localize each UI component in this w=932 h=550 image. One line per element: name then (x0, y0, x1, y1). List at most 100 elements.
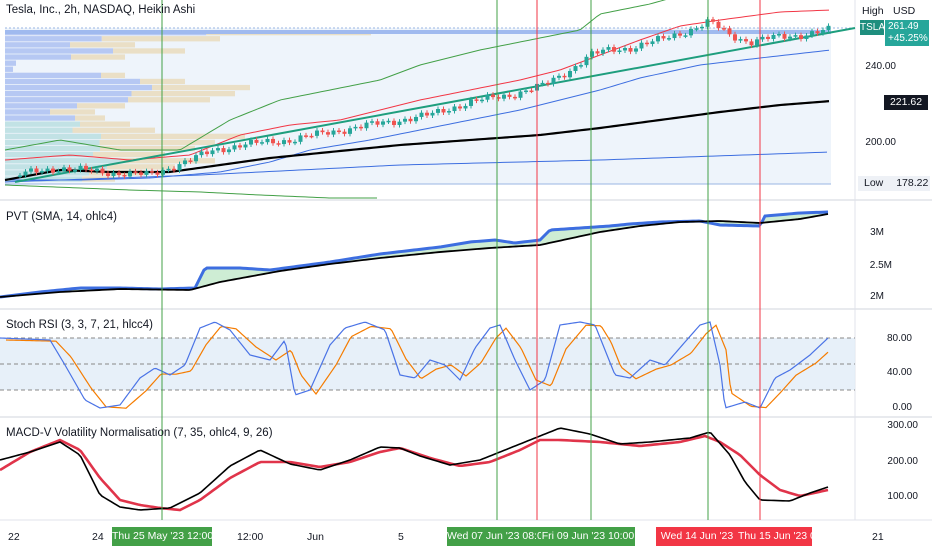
candle (276, 143, 281, 145)
candle (683, 35, 688, 37)
candle (766, 36, 770, 39)
candle (722, 28, 726, 30)
candle (667, 38, 671, 40)
candle (392, 120, 396, 125)
candle (370, 121, 374, 123)
candle (282, 140, 286, 145)
pvt-y-tick: 3M (870, 227, 884, 238)
candle (694, 28, 699, 30)
candle (161, 169, 165, 175)
x-tick: 24 (92, 531, 104, 543)
low-label: Low (864, 177, 884, 189)
candle (320, 130, 325, 133)
candle (463, 105, 468, 109)
candle (287, 140, 292, 143)
candle (507, 94, 512, 97)
macd-pane[interactable] (0, 427, 829, 512)
candle (199, 151, 204, 156)
time-highlight-label: Thu 15 Jun '23 08:00 (738, 527, 812, 546)
stoch-y-tick: 0.00 (892, 402, 912, 413)
candle (216, 148, 220, 151)
candle (469, 99, 473, 106)
candle (634, 48, 638, 52)
symbol-title[interactable]: Tesla, Inc., 2h, NASDAQ, Heikin Ashi (6, 4, 196, 16)
candle (678, 33, 682, 36)
candle (183, 160, 187, 165)
candle (485, 94, 490, 100)
candle (67, 167, 72, 171)
candle (760, 36, 765, 40)
candle (403, 118, 407, 122)
candle (144, 171, 149, 175)
candle (436, 109, 440, 113)
currency-label[interactable]: USD (893, 5, 916, 17)
high-label: High (862, 5, 884, 17)
candle (34, 168, 39, 173)
candle (84, 165, 88, 170)
candle (777, 34, 781, 36)
candle (414, 116, 418, 122)
candle (744, 39, 748, 42)
macd-signal-line (0, 434, 829, 512)
candle (672, 33, 677, 39)
pvt-pane[interactable] (0, 210, 829, 299)
candle (78, 165, 83, 170)
candle (612, 47, 616, 52)
candle (139, 172, 143, 175)
trend-line (14, 27, 856, 183)
candle (29, 168, 33, 172)
candle (238, 145, 242, 148)
macd-line (0, 427, 829, 511)
macd-y-tick: 200.00 (887, 456, 918, 467)
candle (254, 139, 259, 143)
candle (62, 167, 66, 172)
candle (782, 34, 787, 39)
candle (645, 42, 649, 45)
candle (557, 75, 561, 78)
candle (617, 50, 622, 52)
candle (40, 171, 44, 173)
candle (826, 25, 831, 31)
main-price-pane[interactable] (4, 0, 856, 199)
candle (771, 34, 776, 39)
candle (727, 28, 732, 35)
candle (45, 168, 50, 172)
x-tick: Jun (307, 531, 324, 543)
candle (150, 171, 154, 173)
candle (546, 82, 550, 85)
candle (788, 36, 792, 39)
candle (529, 90, 534, 93)
candle (188, 160, 193, 162)
stoch-rsi-title[interactable]: Stoch RSI (3, 3, 7, 21, hlcc4) (6, 319, 154, 331)
candle (601, 49, 605, 54)
pvt-signal-line (0, 213, 829, 298)
candle (95, 168, 99, 172)
candle (397, 121, 402, 125)
candle (480, 99, 484, 102)
candle (353, 126, 358, 129)
candle (639, 42, 644, 49)
candle (359, 126, 363, 129)
lower-band (4, 184, 377, 199)
pvt-title[interactable]: PVT (SMA, 14, ohlc4) (6, 211, 117, 223)
candle (155, 172, 160, 175)
y-tick: 200.00 (865, 137, 896, 148)
candle (227, 149, 231, 153)
candle (452, 106, 457, 112)
stoch-rsi-pane[interactable] (0, 321, 855, 409)
candle (56, 171, 61, 173)
macd-title[interactable]: MACD-V Volatility Normalisation (7, 35, … (6, 427, 273, 439)
candle (260, 142, 264, 144)
candle (89, 169, 94, 172)
candle (364, 122, 369, 129)
last-price: 261.49 (888, 21, 919, 32)
x-tick: 5 (398, 531, 404, 543)
candle (755, 39, 759, 46)
candle (166, 168, 171, 171)
candle (298, 135, 303, 142)
candle (441, 109, 446, 113)
candle (243, 144, 248, 148)
x-tick: 12:00 (237, 531, 264, 543)
time-highlight-label: Wed 14 Jun '23 (656, 527, 738, 546)
